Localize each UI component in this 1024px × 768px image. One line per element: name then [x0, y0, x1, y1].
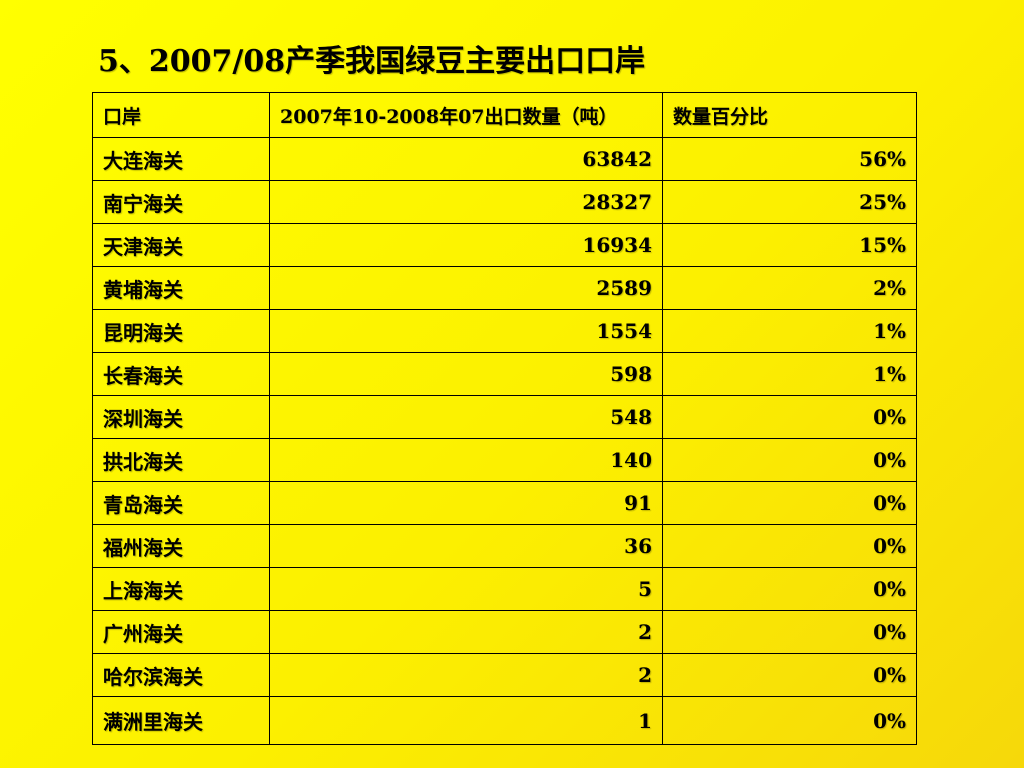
table-row: 青岛海关 91 0% [92, 481, 917, 525]
port-name-cell: 青岛海关 [92, 481, 270, 525]
export-quantity-cell: 2 [269, 653, 663, 697]
slide-title: 5、2007/08产季我国绿豆主要出口口岸 [98, 44, 646, 79]
percentage-cell: 56% [662, 137, 917, 181]
percentage-cell: 0% [662, 438, 917, 482]
percentage-cell: 0% [662, 524, 917, 568]
table-row: 大连海关 63842 56% [92, 137, 917, 181]
percentage-cell: 0% [662, 653, 917, 697]
percentage-cell: 0% [662, 696, 917, 745]
export-ports-table: 口岸 2007年10-2008年07出口数量（吨） 数量百分比 大连海关 6384… [92, 92, 917, 745]
percentage-cell: 0% [662, 567, 917, 611]
percentage-cell: 15% [662, 223, 917, 267]
export-quantity-cell: 140 [269, 438, 663, 482]
table-row: 满洲里海关 1 0% [92, 696, 917, 745]
export-quantity-cell: 1554 [269, 309, 663, 353]
export-quantity-cell: 5 [269, 567, 663, 611]
port-name-cell: 广州海关 [92, 610, 270, 654]
table-header-row: 口岸 2007年10-2008年07出口数量（吨） 数量百分比 [92, 92, 917, 138]
header-port: 口岸 [92, 92, 270, 138]
percentage-cell: 1% [662, 309, 917, 353]
export-quantity-cell: 2589 [269, 266, 663, 310]
export-quantity-cell: 36 [269, 524, 663, 568]
table-row: 哈尔滨海关 2 0% [92, 653, 917, 697]
port-name-cell: 昆明海关 [92, 309, 270, 353]
table-row: 上海海关 5 0% [92, 567, 917, 611]
percentage-cell: 0% [662, 610, 917, 654]
port-name-cell: 南宁海关 [92, 180, 270, 224]
export-quantity-cell: 91 [269, 481, 663, 525]
table-row: 福州海关 36 0% [92, 524, 917, 568]
port-name-cell: 深圳海关 [92, 395, 270, 439]
export-quantity-cell: 28327 [269, 180, 663, 224]
table-row: 广州海关 2 0% [92, 610, 917, 654]
port-name-cell: 长春海关 [92, 352, 270, 396]
port-name-cell: 福州海关 [92, 524, 270, 568]
export-quantity-cell: 2 [269, 610, 663, 654]
percentage-cell: 0% [662, 395, 917, 439]
header-percentage: 数量百分比 [662, 92, 917, 138]
header-export-quantity: 2007年10-2008年07出口数量（吨） [269, 92, 663, 138]
table-row: 昆明海关 1554 1% [92, 309, 917, 353]
table-row: 南宁海关 28327 25% [92, 180, 917, 224]
table-row: 天津海关 16934 15% [92, 223, 917, 267]
export-quantity-cell: 63842 [269, 137, 663, 181]
table-row: 深圳海关 548 0% [92, 395, 917, 439]
table-row: 拱北海关 140 0% [92, 438, 917, 482]
port-name-cell: 哈尔滨海关 [92, 653, 270, 697]
port-name-cell: 黄埔海关 [92, 266, 270, 310]
export-quantity-cell: 1 [269, 696, 663, 745]
port-name-cell: 上海海关 [92, 567, 270, 611]
port-name-cell: 满洲里海关 [92, 696, 270, 745]
percentage-cell: 2% [662, 266, 917, 310]
port-name-cell: 拱北海关 [92, 438, 270, 482]
table-row: 长春海关 598 1% [92, 352, 917, 396]
percentage-cell: 0% [662, 481, 917, 525]
export-quantity-cell: 16934 [269, 223, 663, 267]
table-row: 黄埔海关 2589 2% [92, 266, 917, 310]
percentage-cell: 1% [662, 352, 917, 396]
export-quantity-cell: 598 [269, 352, 663, 396]
port-name-cell: 天津海关 [92, 223, 270, 267]
export-quantity-cell: 548 [269, 395, 663, 439]
port-name-cell: 大连海关 [92, 137, 270, 181]
percentage-cell: 25% [662, 180, 917, 224]
